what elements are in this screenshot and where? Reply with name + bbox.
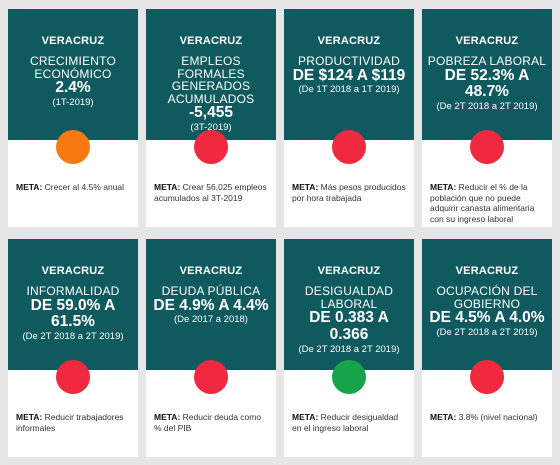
card-body: CRECIMIENTO ECONÓMICO 2.4% (1T-2019) bbox=[12, 55, 134, 108]
indicator-card: VERACRUZ DESIGUALDAD LABORAL DE 0.383 A 0.… bbox=[284, 239, 414, 457]
goal-text: Crecer al 4.5% anual bbox=[44, 182, 125, 192]
indicator-card: VERACRUZ POBREZA LABORAL DE 52.3% A 48.7%(… bbox=[422, 9, 552, 227]
goal-text: Reducir trabajadores informales bbox=[16, 412, 124, 433]
goal-key: META: bbox=[16, 412, 43, 422]
card-header: VERACRUZ EMPLEOS FORMALES GENERADOS ACUMU… bbox=[146, 9, 276, 140]
card-region: VERACRUZ bbox=[41, 265, 105, 277]
card-header: VERACRUZ OCUPACIÓN DEL GOBIERNO DE 4.5% A … bbox=[422, 239, 552, 370]
card-label: EMPLEOS FORMALES GENERADOS ACUMULADOS bbox=[167, 54, 255, 106]
goal-text: Reducir deuda como % del PIB bbox=[154, 412, 262, 433]
card-header: VERACRUZ CRECIMIENTO ECONÓMICO 2.4% (1T-201… bbox=[8, 9, 138, 140]
indicator-card: VERACRUZ CRECIMIENTO ECONÓMICO 2.4% (1T-201… bbox=[8, 9, 138, 227]
card-region: VERACRUZ bbox=[179, 35, 243, 47]
status-indicator-dot bbox=[470, 360, 504, 394]
card-body: OCUPACIÓN DEL GOBIERNO DE 4.5% A 4.0% (De … bbox=[426, 285, 548, 338]
card-header: VERACRUZ PRODUCTIVIDAD DE $124 A $119 (De 1… bbox=[284, 9, 414, 140]
goal-key: META: bbox=[430, 182, 457, 192]
card-body: DESIGUALDAD LABORAL DE 0.383 A 0.366 (De 2… bbox=[288, 285, 410, 355]
card-value: -5,455 bbox=[189, 104, 233, 122]
card-value: DE 4.5% A 4.0% bbox=[429, 309, 545, 327]
card-region: VERACRUZ bbox=[41, 35, 105, 47]
goal-text: Crear 56,025 empleos acumulados al 3T-20… bbox=[154, 182, 267, 203]
card-label: DEUDA PÚBLICA bbox=[161, 284, 261, 298]
status-indicator-dot bbox=[332, 360, 366, 394]
card-period: (De 2T 2018 a 2T 2019) bbox=[436, 101, 538, 113]
goal-text: Reducir desigualdad en el ingreso labora… bbox=[292, 412, 399, 433]
goal-text: Más pesos producidos por hora trabajada bbox=[292, 182, 406, 203]
indicator-card: VERACRUZ EMPLEOS FORMALES GENERADOS ACUMU… bbox=[146, 9, 276, 227]
card-value: DE $124 A $119 bbox=[292, 66, 406, 84]
goal-text: 3.8% (nivel nacional) bbox=[458, 412, 538, 422]
card-header: VERACRUZ INFORMALIDAD DE 59.0% A 61.5% (De … bbox=[8, 239, 138, 370]
card-period: (De 1T 2018 a 1T 2019) bbox=[298, 84, 400, 96]
card-region: VERACRUZ bbox=[317, 265, 381, 277]
status-indicator-dot bbox=[56, 130, 90, 164]
card-body: PRODUCTIVIDAD DE $124 A $119 (De 1T 2018 a… bbox=[288, 55, 410, 95]
indicator-card: VERACRUZ DEUDA PÚBLICA DE 4.9% A 4.4% (De 2… bbox=[146, 239, 276, 457]
indicator-card: VERACRUZ OCUPACIÓN DEL GOBIERNO DE 4.5% A … bbox=[422, 239, 552, 457]
indicator-card: VERACRUZ PRODUCTIVIDAD DE $124 A $119 (De 1… bbox=[284, 9, 414, 227]
card-header: VERACRUZ POBREZA LABORAL DE 52.3% A 48.7%(… bbox=[422, 9, 552, 140]
card-label: CRECIMIENTO ECONÓMICO bbox=[30, 54, 116, 81]
status-indicator-dot bbox=[332, 130, 366, 164]
card-region: VERACRUZ bbox=[455, 35, 519, 47]
card-period: (De 2T 2018 a 2T 2019) bbox=[298, 343, 400, 355]
card-goal: META: Reducir desigualdad en el ingreso … bbox=[292, 412, 408, 433]
card-label: DESIGUALDAD LABORAL bbox=[304, 284, 394, 311]
goal-key: META: bbox=[430, 412, 457, 422]
card-period: (De 2017 a 2018) bbox=[174, 314, 248, 326]
card-header: VERACRUZ DESIGUALDAD LABORAL DE 0.383 A 0.… bbox=[284, 239, 414, 370]
goal-key: META: bbox=[16, 182, 43, 192]
card-goal: META: Crear 56,025 empleos acumulados al… bbox=[154, 182, 270, 203]
card-goal: META: Reducir deuda como % del PIB bbox=[154, 412, 270, 433]
goal-key: META: bbox=[292, 182, 319, 192]
card-header: VERACRUZ DEUDA PÚBLICA DE 4.9% A 4.4% (De 2… bbox=[146, 239, 276, 370]
goal-text: Reducir el % de la población que no pued… bbox=[430, 182, 535, 224]
status-indicator-dot bbox=[470, 130, 504, 164]
card-region: VERACRUZ bbox=[317, 35, 381, 47]
card-body: EMPLEOS FORMALES GENERADOS ACUMULADOS -5,… bbox=[150, 55, 272, 133]
card-value: DE 0.383 A 0.366 bbox=[309, 309, 389, 343]
card-goal: META: 3.8% (nivel nacional) bbox=[430, 412, 546, 423]
goal-key: META: bbox=[154, 182, 181, 192]
card-goal: META: Reducir trabajadores informales bbox=[16, 412, 132, 433]
card-label: INFORMALIDAD bbox=[26, 284, 120, 298]
card-value: 2.4% bbox=[55, 79, 91, 97]
card-value: DE 52.3% A 48.7% bbox=[444, 66, 530, 101]
card-label: PRODUCTIVIDAD bbox=[298, 54, 400, 68]
card-body: POBREZA LABORAL DE 52.3% A 48.7% (De 2T 20… bbox=[426, 55, 548, 112]
card-goal: META: Crecer al 4.5% anual bbox=[16, 182, 132, 193]
card-period: (De 2T 2018 a 2T 2019) bbox=[22, 331, 124, 343]
card-region: VERACRUZ bbox=[455, 265, 519, 277]
card-region: VERACRUZ bbox=[179, 265, 243, 277]
status-indicator-dot bbox=[194, 130, 228, 164]
card-goal: META: Reducir el % de la población que n… bbox=[430, 182, 546, 225]
card-value: DE 59.0% A 61.5% bbox=[30, 296, 116, 331]
status-indicator-dot bbox=[194, 360, 228, 394]
card-value: DE 4.9% A 4.4% bbox=[153, 296, 269, 314]
goal-key: META: bbox=[292, 412, 319, 422]
status-indicator-dot bbox=[56, 360, 90, 394]
goal-key: META: bbox=[154, 412, 181, 422]
card-body: DEUDA PÚBLICA DE 4.9% A 4.4% (De 2017 a 20… bbox=[150, 285, 272, 325]
card-label: OCUPACIÓN DEL GOBIERNO bbox=[436, 284, 538, 311]
card-label: POBREZA LABORAL bbox=[427, 54, 547, 68]
card-period: (1T-2019) bbox=[52, 96, 94, 108]
card-body: INFORMALIDAD DE 59.0% A 61.5% (De 2T 2018 … bbox=[12, 285, 134, 342]
indicator-card: VERACRUZ INFORMALIDAD DE 59.0% A 61.5% (De … bbox=[8, 239, 138, 457]
card-period: (De 2T 2018 a 2T 2019) bbox=[436, 326, 538, 338]
card-goal: META: Más pesos producidos por hora trab… bbox=[292, 182, 408, 203]
card-period: (3T-2019) bbox=[190, 122, 232, 134]
